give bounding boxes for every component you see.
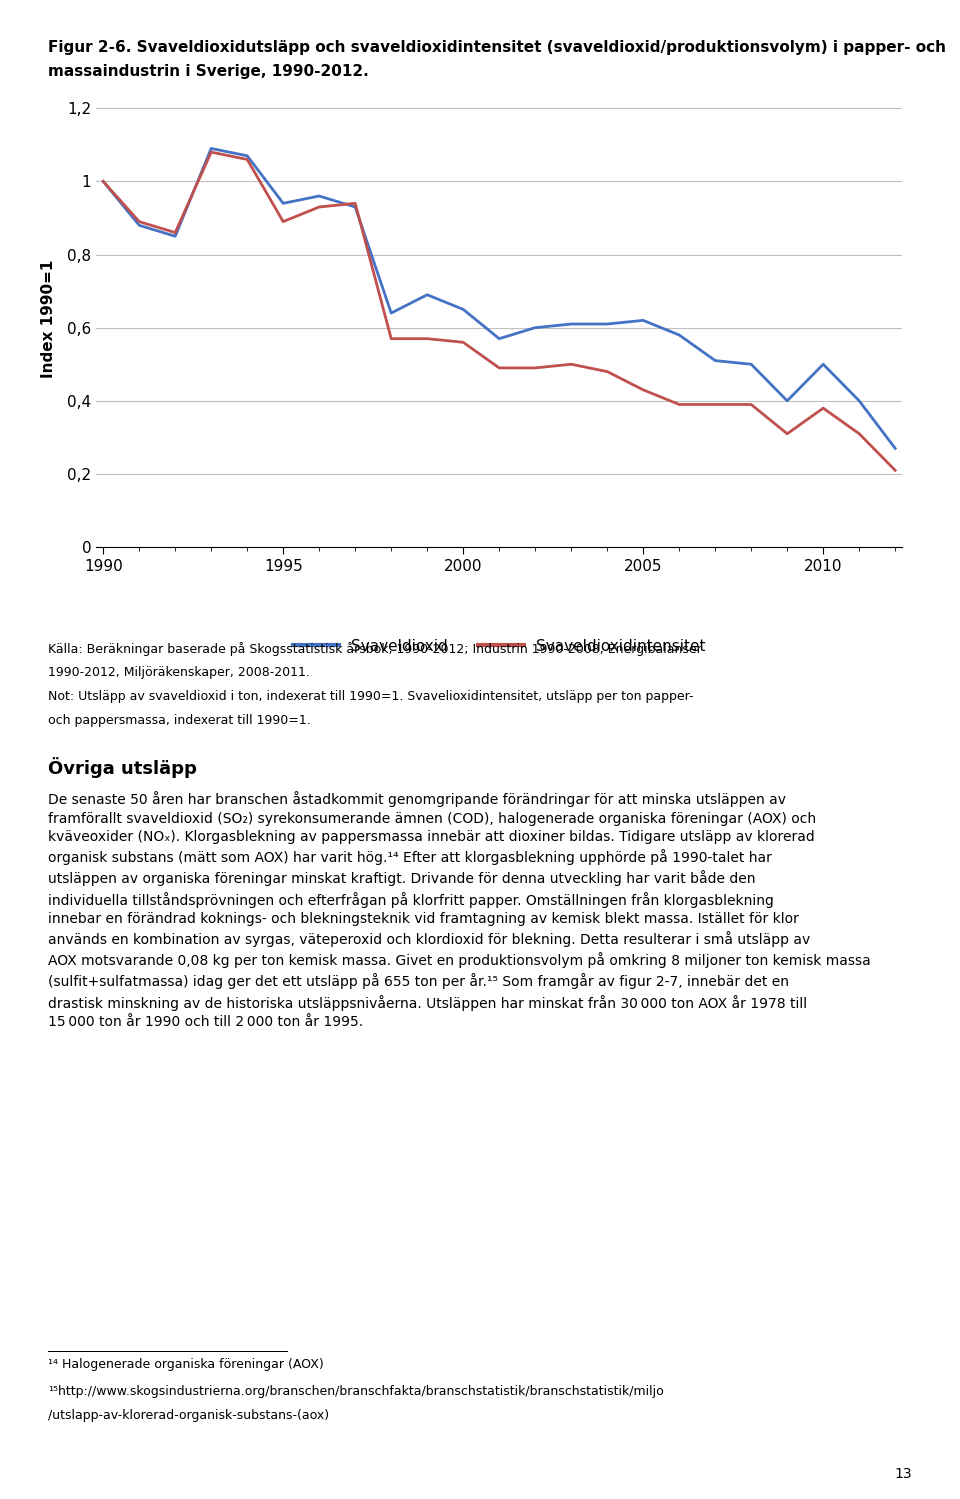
Text: 1990-2012, Miljöräkenskaper, 2008-2011.: 1990-2012, Miljöräkenskaper, 2008-2011. (48, 666, 310, 679)
Text: Källa: Beräkningar baserade på Skogsstatistisk årsbok, 1990-2012; Industrin 1990: Källa: Beräkningar baserade på Skogsstat… (48, 642, 702, 655)
Text: Figur 2-6. Svaveldioxidutsläpp och svaveldioxidintensitet (svaveldioxid/produkti: Figur 2-6. Svaveldioxidutsläpp och svave… (48, 40, 946, 55)
Legend: Svaveldioxid, Svaveldioxidintensitet: Svaveldioxid, Svaveldioxidintensitet (287, 633, 711, 660)
Text: 13: 13 (895, 1468, 912, 1481)
Text: De senaste 50 åren har branschen åstadkommit genomgripande förändringar för att : De senaste 50 åren har branschen åstadko… (48, 791, 871, 1028)
Text: /utslapp-av-klorerad-organisk-substans-(aox): /utslapp-av-klorerad-organisk-substans-(… (48, 1409, 329, 1423)
Text: massaindustrin i Sverige, 1990-2012.: massaindustrin i Sverige, 1990-2012. (48, 64, 369, 79)
Text: ¹⁴ Halogenerade organiska föreningar (AOX): ¹⁴ Halogenerade organiska föreningar (AO… (48, 1358, 324, 1372)
Text: och pappersmassa, indexerat till 1990=1.: och pappersmassa, indexerat till 1990=1. (48, 714, 311, 727)
Y-axis label: Index 1990=1: Index 1990=1 (40, 259, 56, 378)
Text: Not: Utsläpp av svaveldioxid i ton, indexerat till 1990=1. Svavelioxidintensitet: Not: Utsläpp av svaveldioxid i ton, inde… (48, 690, 693, 703)
Text: ¹⁵http://www.skogsindustrierna.org/branschen/branschfakta/branschstatistik/brans: ¹⁵http://www.skogsindustrierna.org/brans… (48, 1385, 663, 1399)
Text: Övriga utsläpp: Övriga utsläpp (48, 757, 197, 778)
